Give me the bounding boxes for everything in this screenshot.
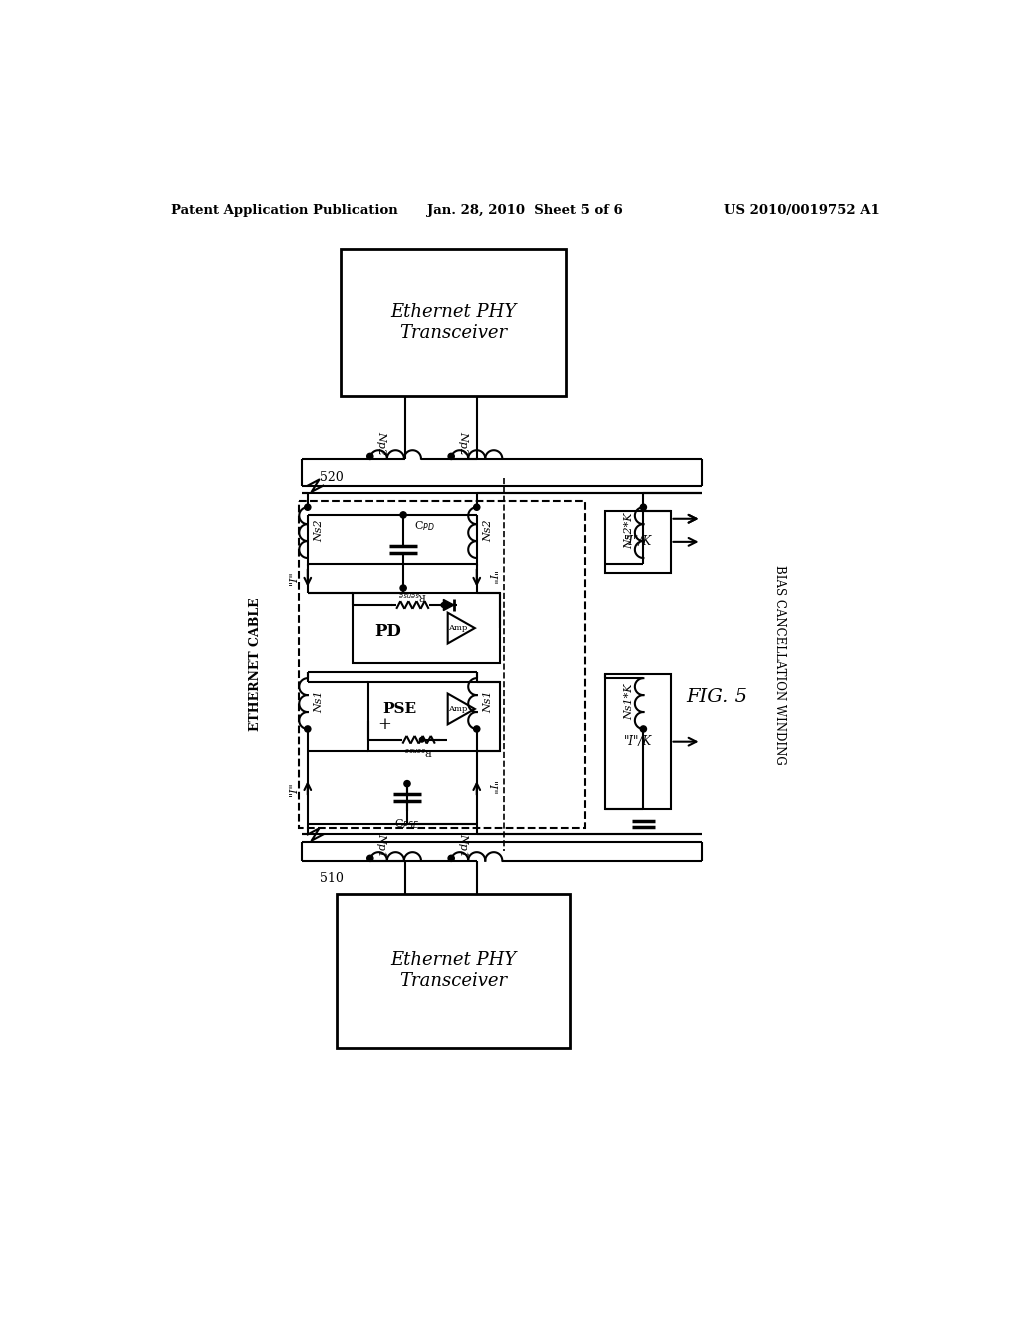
Bar bbox=[299, 502, 586, 829]
Text: Np1: Np1 bbox=[458, 833, 468, 857]
Circle shape bbox=[640, 726, 646, 733]
Circle shape bbox=[474, 726, 480, 733]
Polygon shape bbox=[443, 599, 454, 611]
Text: 510: 510 bbox=[321, 871, 344, 884]
Circle shape bbox=[420, 738, 424, 742]
Text: Amp: Amp bbox=[449, 624, 468, 632]
Text: R$_{sense}$: R$_{sense}$ bbox=[398, 589, 427, 602]
Text: C$_{PD}$: C$_{PD}$ bbox=[415, 520, 435, 533]
Text: Ns1: Ns1 bbox=[483, 690, 494, 713]
Circle shape bbox=[640, 504, 646, 511]
Text: "I": "I" bbox=[289, 570, 299, 585]
Circle shape bbox=[441, 603, 445, 607]
Text: 520: 520 bbox=[321, 471, 344, 484]
Circle shape bbox=[367, 453, 373, 459]
Text: Ns2: Ns2 bbox=[483, 519, 494, 541]
Text: C$_{PSE}$: C$_{PSE}$ bbox=[394, 817, 420, 832]
Text: Np2: Np2 bbox=[458, 432, 468, 455]
Bar bbox=[604, 511, 671, 573]
Circle shape bbox=[400, 585, 407, 591]
Bar bbox=[341, 249, 566, 396]
Text: Ns2: Ns2 bbox=[314, 519, 325, 541]
Text: "I": "I" bbox=[289, 781, 299, 796]
Bar bbox=[352, 594, 500, 663]
Text: Jan. 28, 2010  Sheet 5 of 6: Jan. 28, 2010 Sheet 5 of 6 bbox=[427, 205, 623, 218]
Circle shape bbox=[400, 512, 407, 517]
Text: "I": "I" bbox=[485, 781, 496, 796]
Text: PSE: PSE bbox=[382, 702, 417, 715]
Circle shape bbox=[367, 855, 373, 862]
Text: +: + bbox=[377, 715, 391, 733]
Circle shape bbox=[449, 453, 455, 459]
Text: "I"/K: "I"/K bbox=[624, 536, 651, 548]
Text: "I"/K: "I"/K bbox=[624, 735, 651, 748]
Text: Patent Application Publication: Patent Application Publication bbox=[171, 205, 397, 218]
Text: PD: PD bbox=[374, 623, 401, 640]
Text: BIAS CANCELLATION WINDING: BIAS CANCELLATION WINDING bbox=[772, 565, 785, 764]
Text: Amp: Amp bbox=[449, 705, 468, 713]
Text: Ns2*K: Ns2*K bbox=[625, 512, 635, 549]
Circle shape bbox=[474, 504, 480, 511]
Text: R$_{sense}$: R$_{sense}$ bbox=[404, 744, 433, 756]
Text: "I": "I" bbox=[485, 570, 496, 585]
Text: Np2: Np2 bbox=[377, 432, 386, 455]
Circle shape bbox=[305, 726, 311, 733]
Circle shape bbox=[449, 855, 455, 862]
Circle shape bbox=[403, 780, 410, 787]
Text: Ns1: Ns1 bbox=[314, 690, 325, 713]
Text: US 2010/0019752 A1: US 2010/0019752 A1 bbox=[724, 205, 880, 218]
Text: ETHERNET CABLE: ETHERNET CABLE bbox=[250, 598, 262, 731]
Circle shape bbox=[305, 504, 311, 511]
Text: Ethernet PHY
Transceiver: Ethernet PHY Transceiver bbox=[390, 304, 517, 342]
Bar bbox=[337, 894, 569, 1048]
Bar bbox=[369, 682, 500, 751]
Text: FIG. 5: FIG. 5 bbox=[686, 689, 748, 706]
Bar bbox=[604, 675, 671, 809]
Text: Ns1*K: Ns1*K bbox=[625, 682, 635, 719]
Text: Ethernet PHY
Transceiver: Ethernet PHY Transceiver bbox=[390, 952, 517, 990]
Text: Np1: Np1 bbox=[377, 833, 386, 857]
